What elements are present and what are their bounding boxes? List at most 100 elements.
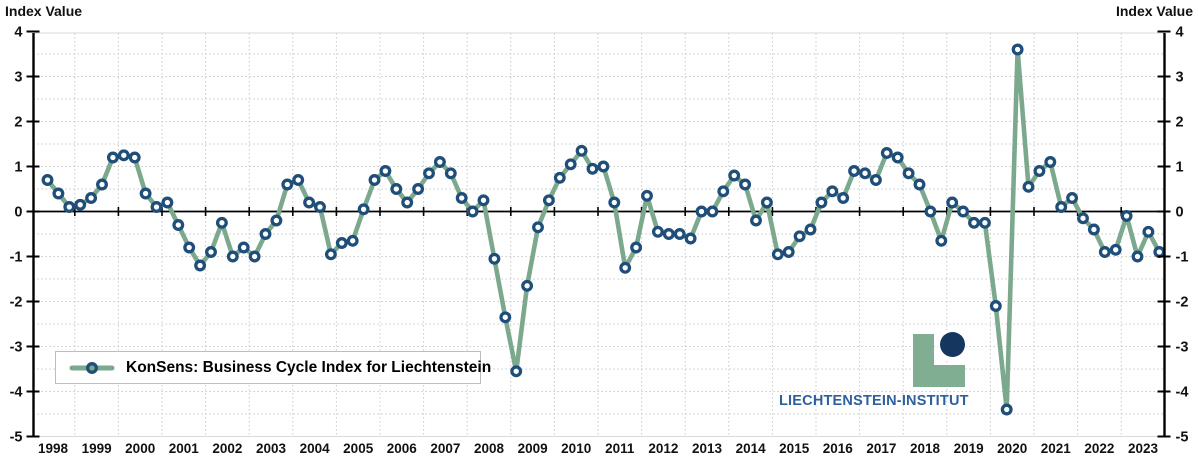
x-axis-year-label: 2020 [997,441,1027,456]
data-point-marker [946,196,959,209]
data-point-marker [673,228,686,240]
data-point-marker [771,248,784,261]
logo-text: LIECHTENSTEIN-INSTITUT [779,393,969,409]
left-y-axis-tick-label: 2 [14,115,22,131]
x-axis-year-label: 2012 [648,441,678,456]
data-point-marker [390,183,403,195]
legend-line-marker-icon [69,361,115,374]
data-point-marker [96,178,108,191]
data-point-marker [259,228,272,240]
data-point-marker [706,205,719,218]
data-point-marker [401,196,414,209]
data-point-marker [728,169,741,182]
data-point-marker [804,223,817,236]
data-point-marker [575,144,588,157]
data-point-marker [1131,250,1144,263]
data-point-marker [368,174,381,186]
data-point-marker [957,205,970,218]
right-y-axis-tick-label: -5 [1176,430,1189,446]
data-point-marker [1120,210,1133,222]
left-y-axis-tick-label: -4 [10,385,23,401]
liechtenstein-institut-logo: LIECHTENSTEIN-INSTITUT [779,330,969,410]
left-y-axis-tick-label: -2 [10,295,23,311]
data-point-marker [346,234,359,247]
data-point-marker [41,174,54,186]
data-point-marker [1142,225,1155,238]
data-point-marker [750,214,762,227]
data-point-marker [630,241,643,254]
data-point-marker [248,250,261,263]
data-point-marker [968,216,980,229]
x-axis-year-label: 2008 [474,441,505,456]
data-point-marker [1153,246,1166,258]
data-point-marker [237,241,250,254]
data-point-marker [1098,246,1111,258]
data-point-marker [913,178,926,191]
x-axis-year-label: 2000 [125,441,155,456]
left-y-axis-tick-label: -5 [10,430,23,446]
data-point-marker [935,234,948,247]
data-point-marker [880,147,893,159]
data-point-marker [586,162,599,175]
data-point-marker [499,311,512,324]
data-point-marker [357,203,370,216]
right-axis-title: Index Value [1115,3,1193,19]
data-point-marker [226,250,239,263]
data-point-marker [1087,223,1100,236]
x-axis-year-label: 2017 [866,441,896,456]
data-point-marker [1022,180,1035,193]
data-point-marker [1109,243,1122,256]
x-axis-year-label: 1998 [38,441,69,456]
logo-green-foot [913,365,965,387]
data-point-marker [739,178,752,191]
x-axis-year-label: 2009 [518,441,548,456]
left-y-axis-tick-label: -1 [10,250,23,266]
data-point-marker [793,230,806,243]
data-point-marker [815,196,828,209]
data-point-marker [902,167,915,180]
data-point-marker [488,252,501,265]
data-point-marker [52,187,65,200]
data-point-marker [695,205,708,218]
data-point-marker [1066,192,1079,204]
data-point-marker [205,246,217,258]
data-point-marker [532,221,544,234]
data-point-marker [477,194,490,207]
data-point-marker [662,228,675,240]
data-point-marker [172,219,185,231]
x-axis-year-label: 2022 [1084,441,1114,456]
data-point-marker [314,201,326,213]
left-y-axis-tick-label: 1 [14,160,22,176]
data-point-marker [619,261,632,274]
right-y-axis-tick-label: 3 [1176,70,1184,86]
data-point-marker [270,214,283,227]
right-y-axis-tick-label: -3 [1176,340,1189,356]
data-point-marker [150,201,163,213]
data-point-marker [74,198,87,211]
data-point-marker [869,174,882,186]
data-point-marker [924,205,937,218]
data-point-marker [597,160,610,173]
left-y-axis-tick-label: 3 [14,70,22,86]
data-point-marker [183,241,196,254]
data-point-marker [859,167,871,180]
data-point-marker [564,158,577,171]
data-point-marker [608,196,621,209]
data-point-marker [1011,43,1024,56]
data-point-marker [433,156,446,168]
x-axis-year-label: 2005 [343,441,374,456]
data-point-marker [444,167,457,180]
data-point-marker [63,201,76,213]
data-point-marker [194,259,207,272]
data-point-marker [455,192,468,204]
data-point-marker [1033,165,1046,177]
data-point-marker [521,279,534,292]
left-y-axis-tick-label: 4 [14,25,22,41]
x-axis-year-label: 2002 [212,441,242,456]
data-point-marker [85,192,98,204]
data-point-marker [989,300,1002,312]
x-axis-year-label: 2003 [256,441,287,456]
data-point-marker [161,196,174,209]
data-point-marker [1044,156,1057,168]
